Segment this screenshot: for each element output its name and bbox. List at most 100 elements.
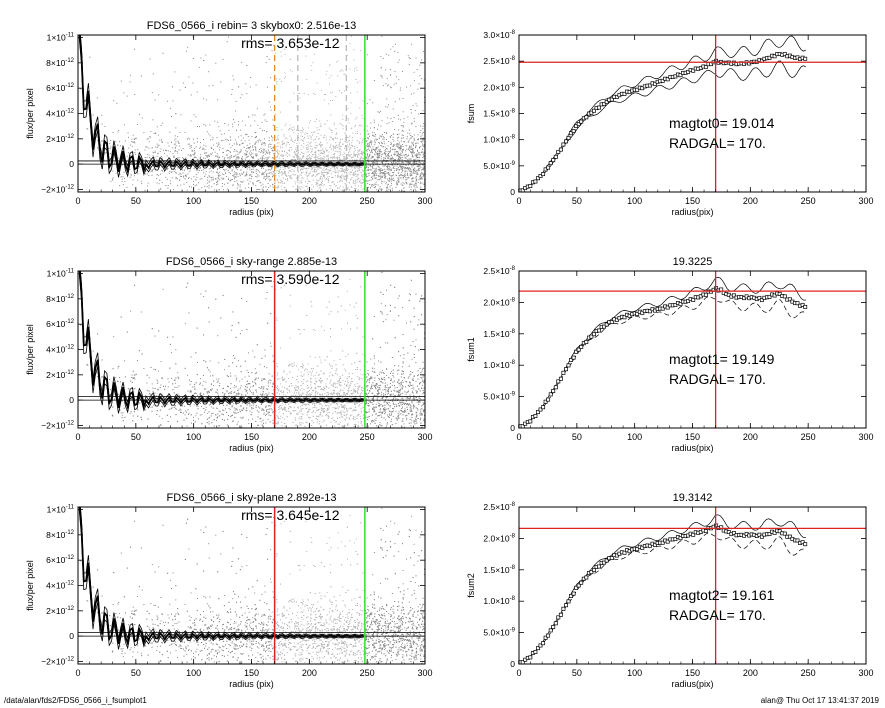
pixel-point [411,152,413,153]
pixel-point [177,140,179,142]
pixel-point [307,175,309,177]
pixel-point [135,137,137,139]
pixel-point [299,186,301,188]
pixel-point [403,164,404,166]
pixel-point [281,141,283,143]
pixel-point [385,151,387,153]
pixel-point [358,150,360,152]
pixel-point [396,145,397,147]
pixel-point [161,182,163,184]
pixel-point [249,143,251,145]
pixel-point [395,181,397,183]
pixel-point [120,176,122,178]
pixel-point [313,93,314,94]
pixel-point [381,182,383,184]
pixel-point [281,143,283,145]
pixel-point [339,142,341,143]
pixel-point [389,168,391,170]
pixel-point [283,169,285,171]
pixel-point [222,167,224,169]
pixel-point [270,169,272,171]
pixel-point [246,150,248,152]
pixel-point [216,171,218,173]
pixel-point [397,51,399,53]
pixel-point [158,144,160,146]
pixel-point [227,149,228,151]
pixel-point [422,148,424,150]
pixel-point [206,182,208,184]
pixel-point [380,169,382,171]
pixel-point [354,182,356,184]
pixel-point [365,156,367,158]
pixel-point [368,165,370,167]
pixel-point [420,175,422,177]
pixel-point [174,147,176,149]
pixel-point [339,158,341,160]
pixel-point [282,140,284,142]
pixel-point [371,185,373,187]
pixel-point [199,147,201,149]
pixel-point [379,169,381,171]
pixel-point [356,166,358,168]
pixel-point [414,159,415,161]
pixel-point [174,150,176,151]
pixel-point [293,132,295,133]
pixel-point [231,145,233,147]
pixel-point [398,152,399,154]
pixel-point [147,137,149,139]
pixel-point [388,174,390,176]
pixel-point [236,129,237,131]
pixel-point [299,153,301,155]
pixel-point [371,173,373,174]
pixel-point [297,92,299,94]
pixel-point [276,142,278,144]
pixel-point [372,149,374,150]
pixel-point [233,79,235,81]
pixel-point [238,157,240,159]
pixel-point [247,136,249,137]
pixel-point [372,171,373,173]
pixel-point [387,151,389,153]
pixel-point [299,180,301,182]
pixel-point [412,171,414,173]
pixel-point [273,153,275,155]
pixel-point [387,145,389,147]
pixel-point [121,181,123,183]
pixel-point [407,168,409,169]
pixel-point [406,168,408,169]
pixel-point [341,92,343,94]
pixel-point [307,144,309,146]
pixel-point [365,140,367,142]
pixel-point [216,184,217,186]
pixel-point [319,157,321,159]
pixel-point [295,153,297,155]
pixel-point [358,170,360,172]
pixel-point [179,172,181,174]
pixel-point [290,128,292,130]
pixel-point [208,187,210,189]
pixel-point [217,121,219,123]
pixel-point [302,131,304,133]
pixel-point [301,180,303,182]
pixel-point [330,129,332,131]
pixel-point [280,166,282,168]
pixel-point [193,183,194,185]
pixel-point [392,189,393,191]
pixel-point [342,167,344,169]
pixel-point [356,69,358,71]
pixel-point [311,150,313,152]
pixel-point [167,187,169,189]
pixel-point [148,141,150,143]
pixel-point [407,148,409,150]
pixel-point [270,106,271,108]
pixel-point [381,188,383,190]
pixel-point [386,186,388,188]
pixel-point [382,159,384,161]
pixel-point [244,153,246,155]
pixel-point [359,141,361,143]
pixel-point [213,178,214,180]
pixel-point [156,126,158,128]
pixel-point [350,92,352,94]
pixel-point [168,145,170,147]
pixel-point [318,179,320,181]
